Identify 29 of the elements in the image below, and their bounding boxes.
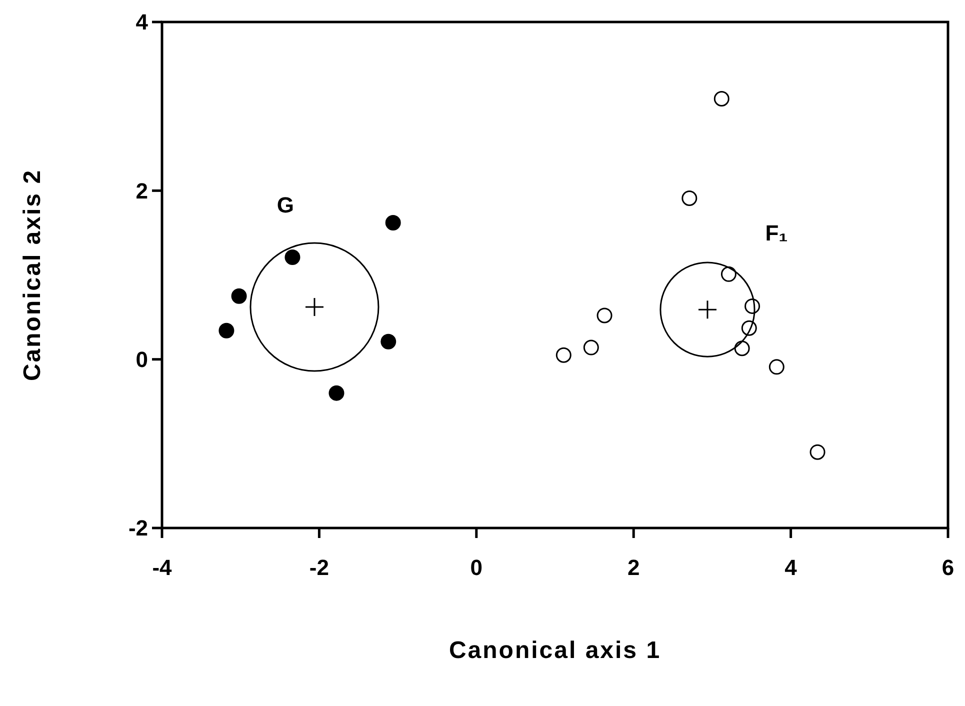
annotation: G xyxy=(276,192,294,218)
annotation: F₁ xyxy=(765,220,788,246)
point xyxy=(231,288,247,304)
y-tick-label: 2 xyxy=(136,178,148,204)
y-tick-label: -2 xyxy=(128,516,148,541)
y-tick-label: 0 xyxy=(136,347,148,372)
y-tick-label: 4 xyxy=(136,10,149,35)
x-tick-label: 4 xyxy=(784,555,798,580)
x-tick-label: 2 xyxy=(627,555,640,580)
x-tick-label: 6 xyxy=(942,555,954,580)
point xyxy=(810,444,826,460)
point xyxy=(218,322,234,338)
point xyxy=(682,190,698,206)
x-tick-label: -2 xyxy=(309,555,329,580)
point xyxy=(768,359,784,375)
point xyxy=(734,340,750,356)
point xyxy=(596,308,612,324)
point xyxy=(720,266,736,282)
point xyxy=(385,214,401,230)
point xyxy=(328,385,344,401)
point xyxy=(556,347,572,363)
point xyxy=(714,90,730,106)
point xyxy=(284,250,300,266)
point xyxy=(583,340,599,356)
y-axis-title: Canonical axis 2 xyxy=(19,168,46,382)
x-axis-title: Canonical axis 1 xyxy=(448,637,662,664)
x-tick-label: -4 xyxy=(152,555,173,580)
point xyxy=(380,334,396,350)
x-tick-label: 0 xyxy=(470,555,483,580)
